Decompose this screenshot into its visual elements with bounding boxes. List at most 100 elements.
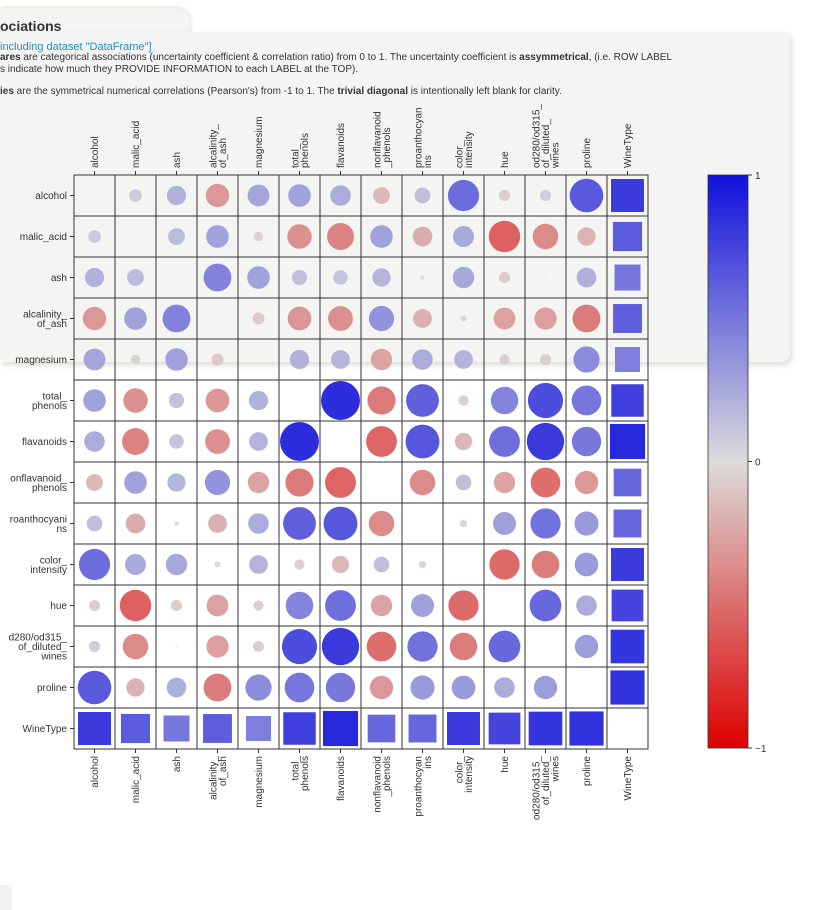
left-tick-label: d280/od315_ (9, 633, 68, 644)
correlation-circle (86, 515, 103, 532)
correlation-circle (447, 179, 480, 212)
correlation-circle (409, 469, 436, 496)
correlation-circle (166, 185, 187, 206)
correlation-circle (288, 184, 311, 207)
left-tick-label: magnesium (15, 355, 67, 366)
association-square (120, 713, 151, 744)
correlation-circle (203, 673, 232, 702)
correlation-circle (531, 550, 560, 579)
correlation-circle (327, 223, 354, 250)
correlation-circle (372, 268, 391, 287)
association-square (610, 670, 645, 705)
colorbar-tick-label: −1 (755, 744, 767, 755)
association-square (611, 179, 644, 212)
correlation-circle (534, 307, 557, 330)
correlation-circle (205, 183, 230, 208)
correlation-circle (86, 474, 103, 491)
correlation-circle (323, 506, 358, 541)
top-tick-label: malic_acid (131, 121, 142, 168)
left-tick-label: wines (40, 652, 67, 663)
correlation-circle (410, 593, 435, 618)
correlation-circle (458, 395, 469, 406)
correlation-circle (248, 513, 269, 534)
correlation-circle (166, 677, 187, 698)
correlation-circle (368, 510, 395, 537)
association-square (612, 221, 643, 252)
correlation-circle (499, 354, 510, 365)
correlation-circle (248, 390, 269, 411)
top-tick-label: alcohol (90, 136, 101, 168)
association-square (611, 589, 644, 622)
correlation-circle (532, 223, 559, 250)
correlation-circle (162, 304, 191, 333)
correlation-circle (321, 381, 360, 420)
correlation-circle (405, 424, 440, 459)
left-tick-label: onflavanoid_ (10, 473, 67, 484)
correlation-circle (489, 549, 520, 580)
correlation-circle (88, 640, 101, 653)
bottom-tick-label: ins (423, 756, 434, 769)
correlation-circle (412, 349, 433, 370)
correlation-circle (206, 225, 229, 248)
top-tick-label: color_ (454, 140, 465, 168)
correlation-circle (420, 275, 425, 280)
correlation-circle (287, 224, 312, 249)
association-square (447, 712, 480, 745)
association-square (611, 384, 644, 417)
top-tick-label: alcalinity_ (208, 124, 219, 168)
correlation-circle (370, 225, 393, 248)
correlation-circle (492, 511, 517, 536)
correlation-circle (253, 600, 264, 611)
corner-fragment (0, 885, 12, 910)
correlation-circle (130, 354, 141, 365)
correlation-circle (530, 467, 561, 498)
association-square (614, 346, 641, 373)
correlation-circle (493, 307, 516, 330)
colorbar (707, 174, 749, 749)
association-square (528, 711, 563, 746)
correlation-circle (414, 187, 431, 204)
bottom-tick-label: proline (582, 756, 593, 786)
top-tick-label: intensity (464, 131, 475, 168)
bottom-tick-label: nonflavanoid (372, 756, 383, 813)
bottom-tick-label: magnesium (254, 756, 265, 808)
correlation-circle (247, 471, 270, 494)
top-tick-label: flavanoids (336, 123, 347, 168)
correlation-circle (367, 386, 396, 415)
top-tick-label: of_diluted_ (541, 119, 552, 168)
correlation-circle (572, 304, 601, 333)
bottom-tick-label: alcalinity_ (208, 756, 219, 800)
correlation-circle (247, 266, 270, 289)
association-square (609, 423, 646, 460)
correlation-circle (124, 307, 147, 330)
bottom-tick-label: wines (551, 756, 562, 783)
correlation-circle (208, 514, 227, 533)
association-square (610, 629, 645, 664)
left-tick-label: roanthocyani (10, 514, 67, 525)
top-tick-label: of_ash (218, 138, 229, 168)
correlation-circle (211, 353, 224, 366)
correlation-circle (205, 388, 230, 413)
correlation-circle (88, 230, 101, 243)
correlation-circle (373, 556, 390, 573)
correlation-circle (328, 306, 353, 331)
correlation-circle (325, 590, 356, 621)
association-square (611, 548, 644, 581)
correlation-circle (77, 670, 112, 705)
correlation-circle (366, 426, 397, 457)
correlation-circle (83, 389, 106, 412)
correlation-circle (370, 594, 393, 617)
correlation-circle (284, 672, 315, 703)
top-tick-label: hue (500, 151, 511, 168)
correlation-circle (577, 227, 596, 246)
correlation-circle (539, 189, 552, 202)
correlation-circle (168, 228, 185, 245)
correlation-circle (291, 269, 308, 286)
correlation-circle (493, 471, 516, 494)
bottom-tick-label: malic_acid (131, 756, 142, 803)
left-tick-label: phenols (32, 401, 67, 412)
correlation-circle (169, 434, 184, 449)
correlation-circle (453, 226, 474, 247)
correlation-circle (412, 226, 433, 247)
correlation-circle (571, 385, 602, 416)
